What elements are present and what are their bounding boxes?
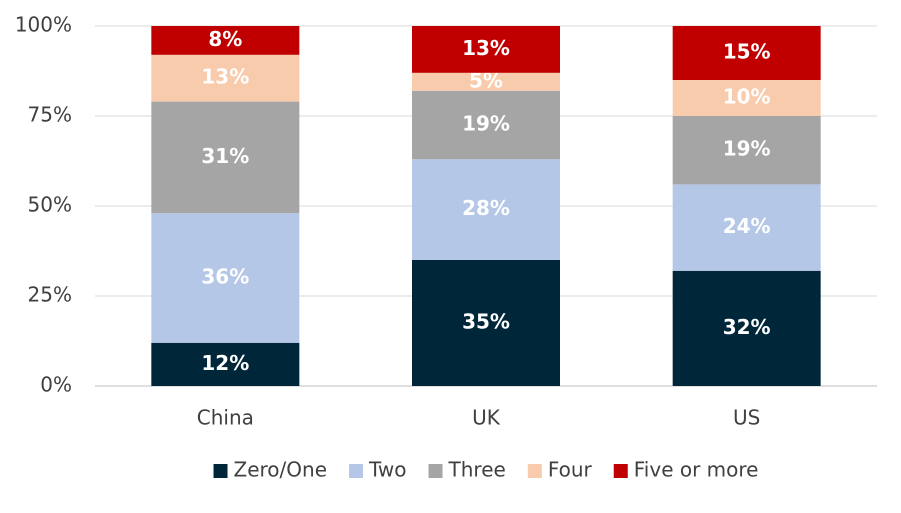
bar-segment	[412, 260, 560, 386]
x-tick-label: UK	[472, 406, 501, 430]
x-tick-label: US	[733, 406, 760, 430]
legend-label: Four	[548, 458, 593, 482]
legend-label: Three	[448, 458, 506, 482]
data-label: 24%	[723, 214, 771, 238]
bar-segment	[151, 26, 300, 55]
y-tick-label: 0%	[40, 373, 72, 397]
bar-segment	[672, 26, 821, 80]
legend-label: Five or more	[634, 458, 759, 482]
legend-swatch	[213, 464, 228, 478]
data-label: 36%	[201, 265, 249, 289]
data-label: 15%	[723, 40, 771, 64]
bar-segment	[412, 159, 560, 260]
data-label: 19%	[462, 112, 510, 136]
data-label: 8%	[208, 27, 242, 51]
y-tick-label: 25%	[28, 283, 72, 307]
bar-segment	[672, 184, 821, 271]
bar-segment	[412, 26, 560, 73]
legend-label: Two	[368, 458, 407, 482]
data-label: 13%	[462, 36, 510, 60]
data-label: 28%	[462, 196, 510, 220]
bar-segment	[151, 54, 300, 102]
data-label: 12%	[201, 351, 249, 375]
legend-swatch	[349, 464, 364, 478]
bar-segment	[151, 101, 300, 214]
y-tick-label: 100%	[15, 13, 72, 37]
bar-segment	[412, 72, 560, 91]
legend-label: Zero/One	[234, 458, 328, 482]
data-label: 31%	[201, 144, 249, 168]
bar-segment	[412, 90, 560, 160]
bar-segment	[672, 270, 821, 386]
y-tick-label: 50%	[28, 193, 72, 217]
data-label: 10%	[723, 85, 771, 109]
x-tick-label: China	[197, 406, 254, 430]
bar-segment	[672, 80, 821, 116]
bar-segment	[672, 116, 821, 185]
legend-swatch	[613, 464, 628, 478]
bar-segment	[151, 342, 300, 386]
bar-segment	[151, 213, 300, 343]
y-tick-label: 75%	[28, 103, 72, 127]
data-label: 13%	[201, 65, 249, 89]
legend-swatch	[527, 464, 542, 478]
data-label: 19%	[723, 137, 771, 161]
legend-swatch	[428, 464, 443, 478]
data-label: 35%	[462, 310, 510, 334]
data-label: 32%	[723, 315, 771, 339]
